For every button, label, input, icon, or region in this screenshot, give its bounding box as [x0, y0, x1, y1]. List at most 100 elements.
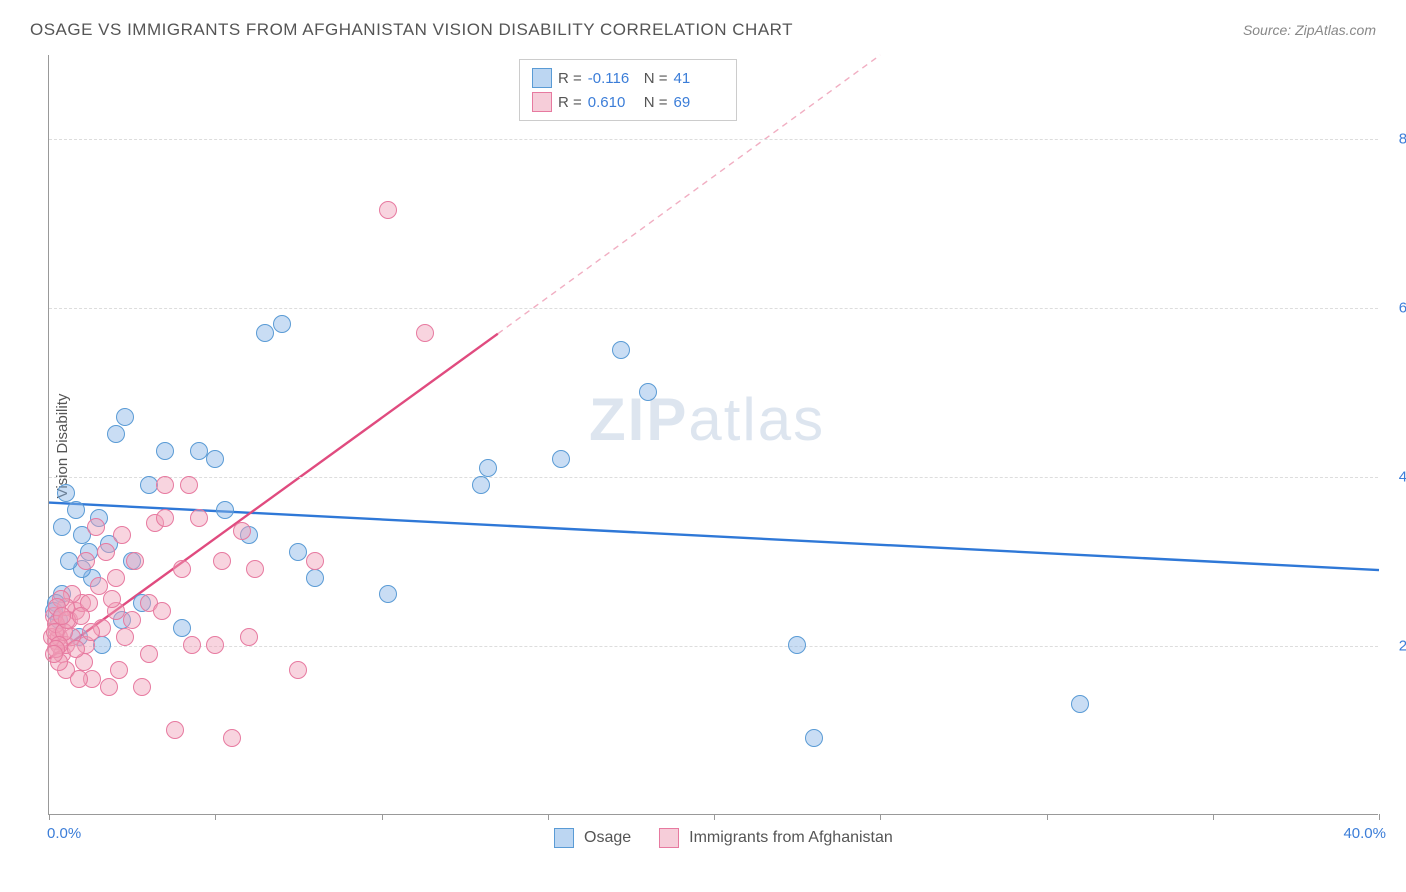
- x-tick-label: 0.0%: [47, 825, 81, 842]
- scatter-point-osage: [256, 324, 274, 342]
- scatter-point-osage: [173, 619, 191, 637]
- scatter-point-afghan: [110, 661, 128, 679]
- scatter-point-afghan: [233, 522, 251, 540]
- scatter-point-osage: [273, 315, 291, 333]
- series-legend: OsageImmigrants from Afghanistan: [554, 828, 911, 848]
- scatter-point-afghan: [140, 645, 158, 663]
- scatter-point-afghan: [103, 590, 121, 608]
- scatter-point-osage: [156, 442, 174, 460]
- x-tick: [382, 814, 383, 820]
- scatter-point-osage: [479, 459, 497, 477]
- scatter-point-afghan: [133, 678, 151, 696]
- gridline-h: [49, 308, 1378, 309]
- legend-swatch-osage: [554, 828, 574, 848]
- scatter-point-afghan: [213, 552, 231, 570]
- x-tick: [1379, 814, 1380, 820]
- scatter-point-afghan: [156, 476, 174, 494]
- scatter-point-afghan: [246, 560, 264, 578]
- scatter-point-afghan: [183, 636, 201, 654]
- scatter-point-afghan: [72, 607, 90, 625]
- r-value: -0.116: [588, 70, 638, 87]
- scatter-point-afghan: [100, 678, 118, 696]
- scatter-point-osage: [805, 729, 823, 747]
- scatter-point-osage: [612, 341, 630, 359]
- scatter-point-afghan: [70, 670, 88, 688]
- scatter-point-osage: [57, 484, 75, 502]
- corr-legend-row-afghan: R = 0.610 N = 69: [532, 90, 724, 114]
- legend-swatch-afghan: [532, 92, 552, 112]
- x-tick: [1047, 814, 1048, 820]
- legend-label-osage: Osage: [584, 829, 631, 847]
- scatter-point-afghan: [180, 476, 198, 494]
- scatter-point-afghan: [126, 552, 144, 570]
- y-tick-label: 8.0%: [1399, 131, 1406, 148]
- scatter-point-osage: [140, 476, 158, 494]
- scatter-point-osage: [306, 569, 324, 587]
- scatter-point-osage: [116, 408, 134, 426]
- scatter-point-osage: [289, 543, 307, 561]
- scatter-point-afghan: [97, 543, 115, 561]
- scatter-point-afghan: [173, 560, 191, 578]
- scatter-point-afghan: [123, 611, 141, 629]
- x-tick: [49, 814, 50, 820]
- scatter-point-afghan: [156, 509, 174, 527]
- scatter-point-osage: [190, 442, 208, 460]
- correlation-legend: R = -0.116 N = 41 R = 0.610 N = 69: [519, 59, 737, 121]
- r-value: 0.610: [588, 94, 638, 111]
- r-label: R =: [558, 70, 582, 87]
- source-label: Source: ZipAtlas.com: [1243, 22, 1376, 38]
- scatter-point-afghan: [77, 552, 95, 570]
- x-tick-label: 40.0%: [1343, 825, 1386, 842]
- scatter-point-afghan: [416, 324, 434, 342]
- scatter-point-afghan: [289, 661, 307, 679]
- scatter-point-afghan: [82, 623, 100, 641]
- scatter-point-afghan: [240, 628, 258, 646]
- r-label: R =: [558, 94, 582, 111]
- n-value: 41: [674, 70, 724, 87]
- scatter-point-afghan: [53, 607, 71, 625]
- corr-legend-row-osage: R = -0.116 N = 41: [532, 66, 724, 90]
- scatter-point-osage: [639, 383, 657, 401]
- scatter-point-afghan: [379, 201, 397, 219]
- scatter-point-osage: [216, 501, 234, 519]
- scatter-point-afghan: [87, 518, 105, 536]
- scatter-point-afghan: [206, 636, 224, 654]
- trend-lines-layer: [49, 55, 1378, 814]
- x-tick: [1213, 814, 1214, 820]
- scatter-point-osage: [107, 425, 125, 443]
- scatter-point-afghan: [190, 509, 208, 527]
- legend-swatch-osage: [532, 68, 552, 88]
- gridline-h: [49, 477, 1378, 478]
- gridline-h: [49, 139, 1378, 140]
- scatter-point-osage: [379, 585, 397, 603]
- scatter-point-osage: [60, 552, 78, 570]
- scatter-point-osage: [788, 636, 806, 654]
- n-label: N =: [644, 94, 668, 111]
- scatter-point-afghan: [107, 569, 125, 587]
- scatter-point-osage: [206, 450, 224, 468]
- scatter-point-afghan: [153, 602, 171, 620]
- scatter-point-afghan: [306, 552, 324, 570]
- y-tick-label: 2.0%: [1399, 638, 1406, 655]
- y-tick-label: 4.0%: [1399, 469, 1406, 486]
- x-tick: [880, 814, 881, 820]
- scatter-point-afghan: [67, 640, 85, 658]
- scatter-point-osage: [472, 476, 490, 494]
- chart-title: OSAGE VS IMMIGRANTS FROM AFGHANISTAN VIS…: [30, 20, 793, 40]
- scatter-point-osage: [67, 501, 85, 519]
- scatter-point-afghan: [223, 729, 241, 747]
- y-tick-label: 6.0%: [1399, 300, 1406, 317]
- scatter-point-osage: [1071, 695, 1089, 713]
- plot-area: ZIPatlas 2.0%4.0%6.0%8.0%0.0%40.0%R =-0.…: [48, 55, 1378, 815]
- legend-swatch-afghan: [659, 828, 679, 848]
- n-value: 69: [674, 94, 724, 111]
- gridline-h: [49, 646, 1378, 647]
- scatter-point-afghan: [116, 628, 134, 646]
- n-label: N =: [644, 70, 668, 87]
- x-tick: [714, 814, 715, 820]
- scatter-point-afghan: [45, 645, 63, 663]
- x-tick: [548, 814, 549, 820]
- scatter-point-afghan: [166, 721, 184, 739]
- scatter-point-osage: [552, 450, 570, 468]
- scatter-point-osage: [53, 518, 71, 536]
